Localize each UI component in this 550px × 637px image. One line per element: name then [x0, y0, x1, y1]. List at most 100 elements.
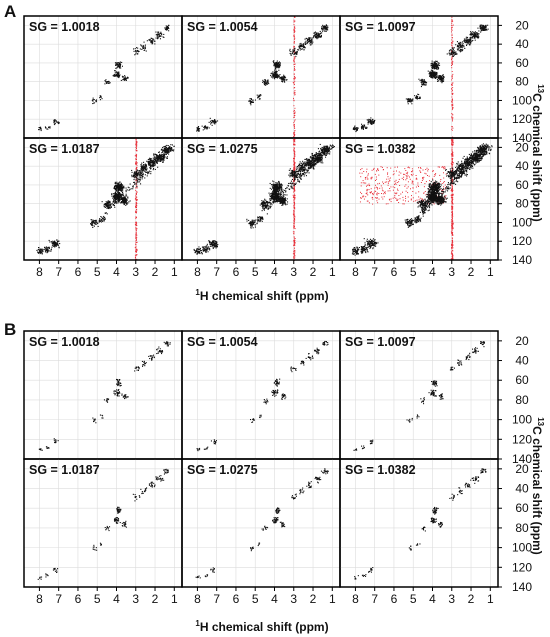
peak-point: [465, 40, 467, 42]
peak-point: [118, 63, 120, 65]
peak-point: [148, 39, 150, 41]
artifact-point: [451, 43, 453, 45]
peak-point: [167, 149, 169, 151]
peak-point: [150, 158, 152, 160]
peak-point: [170, 150, 172, 152]
peak-point: [137, 170, 139, 172]
peak-point: [324, 148, 326, 150]
peak-point: [301, 167, 303, 169]
peak-point: [259, 95, 261, 97]
peak-point: [58, 247, 60, 249]
peak-point: [313, 32, 315, 34]
peak-point: [328, 153, 330, 155]
peak-point: [114, 185, 116, 187]
artifact-point: [293, 238, 295, 240]
peak-point: [125, 198, 127, 200]
artifact-point: [293, 141, 295, 142]
artifact-point: [293, 183, 295, 185]
peak-point: [144, 46, 146, 48]
peak-point: [436, 72, 438, 74]
peak-point: [53, 119, 55, 121]
artifact-point: [135, 244, 137, 246]
peak-point: [294, 178, 296, 180]
peak-point: [482, 29, 484, 31]
peak-point: [141, 167, 143, 169]
peak-point: [301, 162, 303, 164]
peak-point: [293, 170, 295, 172]
peak-point: [308, 160, 310, 162]
peak-point: [121, 61, 123, 63]
peak-point: [257, 97, 259, 99]
peak-point: [412, 99, 414, 101]
peak-point: [309, 161, 311, 163]
peak-point: [316, 37, 318, 39]
peak-point: [313, 35, 315, 37]
peak-point: [289, 52, 291, 54]
peak-point: [277, 74, 279, 76]
peak-point: [438, 78, 440, 80]
peak-point: [270, 184, 272, 186]
peak-point: [154, 158, 156, 160]
artifact-point: [136, 193, 137, 195]
peak-point: [144, 171, 146, 173]
peak-point: [170, 147, 172, 149]
peak-point: [293, 173, 295, 175]
peak-point: [141, 173, 143, 175]
peak-point: [166, 157, 168, 159]
peak-point: [298, 172, 300, 174]
peak-point: [122, 194, 124, 196]
artifact-point: [294, 107, 296, 109]
artifact-point: [293, 167, 295, 169]
peak-point: [108, 203, 110, 205]
peak-point: [289, 176, 291, 178]
peak-point: [366, 119, 368, 121]
artifact-point: [451, 100, 453, 102]
peak-point: [125, 193, 127, 195]
artifact-point: [293, 110, 295, 112]
peak-point: [38, 247, 40, 249]
peak-point: [370, 117, 372, 119]
artifact-point: [294, 257, 296, 259]
peak-point: [198, 126, 200, 128]
peak-point: [327, 25, 329, 27]
artifact-point: [294, 241, 295, 243]
peak-point: [135, 171, 137, 173]
peak-point: [468, 40, 470, 42]
peak-point: [480, 31, 482, 33]
artifact-point: [135, 218, 137, 220]
artifact-point: [135, 138, 137, 140]
artifact-point: [293, 200, 295, 201]
peak-point: [115, 184, 117, 186]
peak-point: [478, 33, 480, 35]
peak-point: [122, 184, 124, 186]
peak-point: [271, 198, 273, 200]
peak-point: [305, 163, 307, 165]
peak-point: [304, 167, 306, 169]
peak-point: [41, 250, 43, 252]
peak-point: [162, 36, 164, 38]
peak-point: [304, 38, 306, 40]
peak-point: [307, 38, 309, 40]
peak-point: [269, 199, 271, 201]
peak-point: [275, 71, 277, 73]
peak-point: [274, 64, 276, 66]
sg-label: SG = 1.0187: [29, 142, 100, 156]
artifact-point: [452, 61, 454, 63]
peak-point: [310, 39, 312, 41]
peak-point: [474, 36, 476, 38]
artifact-point: [451, 29, 453, 31]
peak-point: [153, 164, 155, 166]
peak-point: [205, 127, 207, 129]
peak-point: [106, 203, 108, 205]
peak-point: [276, 193, 278, 195]
peak-point: [98, 220, 100, 222]
peak-point: [362, 128, 364, 130]
peak-point: [157, 166, 159, 168]
peak-point: [47, 251, 49, 253]
peak-point: [161, 157, 163, 159]
peak-point: [295, 51, 297, 53]
peak-point: [118, 72, 120, 74]
peak-point: [136, 50, 138, 52]
peak-point: [125, 195, 127, 197]
peak-point: [141, 175, 143, 177]
